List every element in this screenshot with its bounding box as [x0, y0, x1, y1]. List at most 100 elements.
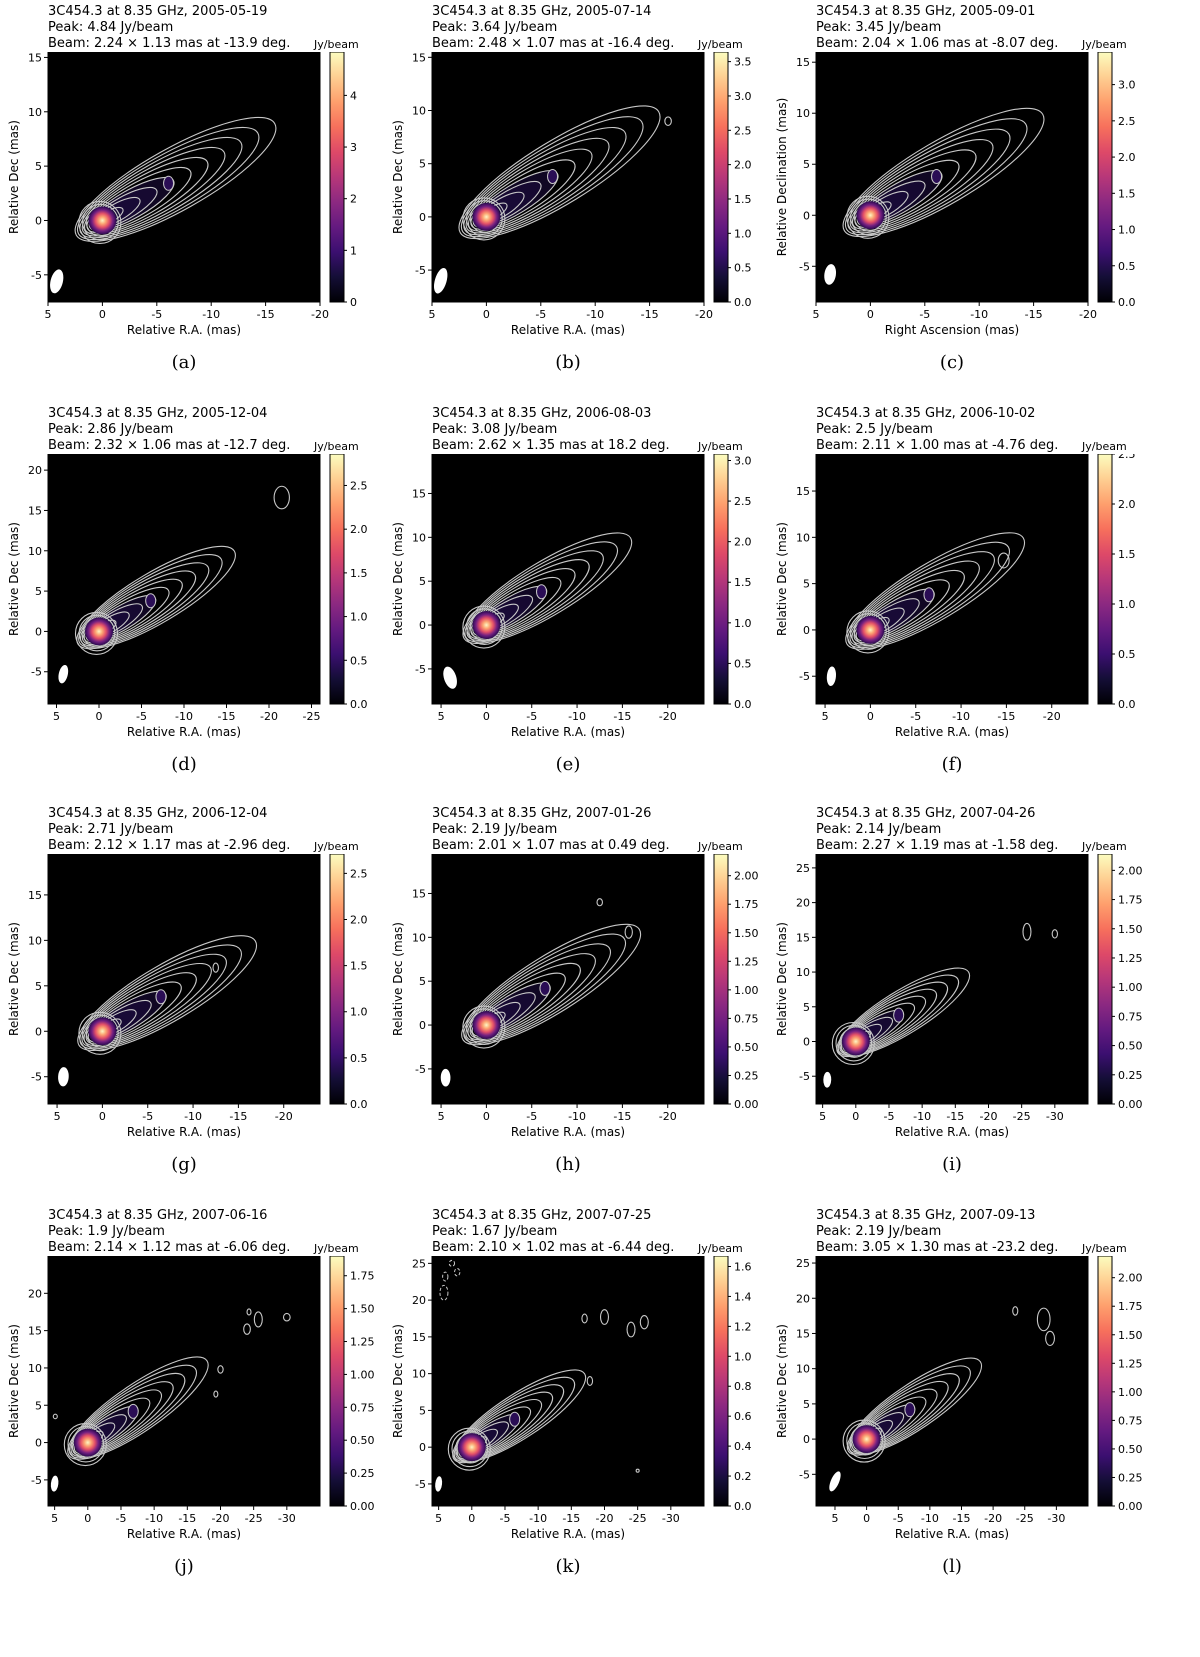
core-contour [462, 1005, 506, 1049]
panel-beam: Beam: 3.05 × 1.30 mas at -23.2 deg. [816, 1240, 1059, 1255]
x-tick-label: -20 [984, 1512, 1002, 1525]
x-tick-label: 0 [863, 1512, 870, 1525]
colorbar-tick-label: 1.50 [1118, 923, 1143, 936]
colorbar-tick-label: 0.25 [350, 1467, 375, 1480]
x-axis-label: Relative R.A. (mas) [895, 1527, 1009, 1541]
jet-contour [455, 1384, 565, 1461]
colorbar-tick-label: 0.0 [734, 296, 752, 309]
colorbar-tick-label: 1.5 [1118, 548, 1136, 561]
colorbar [713, 1256, 729, 1507]
colorbar-unit-label: Jy/beam [698, 1242, 743, 1255]
x-tick-label: -5 [526, 710, 537, 723]
panel-caption: (e) [555, 754, 581, 775]
x-tick-label: -15 [257, 308, 275, 321]
jet-contour [471, 972, 566, 1037]
core-contour [78, 1011, 122, 1055]
colorbar-tick-label: 0.5 [350, 654, 368, 667]
x-tick-label: -10 [145, 1512, 163, 1525]
jet-contour [855, 579, 950, 642]
jet-contour [849, 1373, 960, 1454]
colorbar-tick-label: 0.0 [734, 698, 752, 711]
map-background [432, 854, 704, 1104]
panel-peak: Peak: 2.5 Jy/beam [816, 422, 933, 437]
core-contour [462, 197, 506, 241]
colorbar-tick-label: 1.5 [350, 960, 368, 973]
colorbar-tick-label: 1.4 [734, 1290, 752, 1303]
map-background [48, 854, 320, 1104]
core-contour [835, 1024, 873, 1062]
x-tick-label: -30 [278, 1512, 296, 1525]
core-peak [472, 611, 501, 640]
jet-contour [847, 541, 1011, 649]
radio-map-panel: 5 0 -5 -10 -15 -20 -25 -30 -5 0 5 10 15 20 25 Relative … [775, 854, 1143, 1139]
map-background [816, 52, 1088, 302]
jet-contour [452, 1369, 587, 1464]
colorbar-tick-label: 2.0 [734, 536, 752, 549]
contour-island [1022, 922, 1032, 941]
map-background [816, 854, 1088, 1104]
x-tick-label: -20 [659, 1110, 677, 1123]
x-tick-label: -5 [142, 1110, 153, 1123]
jet-knot [539, 980, 551, 996]
radio-map-panel: 5 0 -5 -10 -15 -20 -5 0 5 10 15 Relative R.A. (mas)… [7, 854, 368, 1139]
jet-knot [923, 587, 935, 603]
colorbar-tick-label: 0.25 [734, 1069, 759, 1082]
jet-contour [67, 1356, 209, 1460]
jet-contour [84, 156, 209, 235]
panel-beam: Beam: 2.01 × 1.07 mas at 0.49 deg. [432, 838, 670, 853]
panel-title-block: 3C454.3 at 8.35 GHz, 2007-01-26 Peak: 2.1… [432, 806, 670, 854]
panel-title: 3C454.3 at 8.35 GHz, 2007-06-16 [48, 1208, 268, 1223]
y-tick-label: 0 [419, 1019, 426, 1032]
y-tick-label: 10 [796, 1363, 810, 1376]
colorbar-tick-label: 1 [350, 244, 357, 257]
panel-caption: (a) [171, 352, 197, 373]
jet-contour [74, 116, 277, 242]
x-axis-label: Relative R.A. (mas) [511, 1527, 625, 1541]
panel-caption: (h) [555, 1154, 581, 1175]
y-tick-label: 5 [803, 578, 810, 591]
x-tick-label: 0 [99, 1110, 106, 1123]
x-tick-label: 0 [483, 1110, 490, 1123]
jet-contour [77, 935, 258, 1052]
colorbar-unit-label: Jy/beam [698, 38, 743, 51]
radio-map-panel: 5 0 -5 -10 -15 -20 -25 -5 0 5 10 15 20 Relative R.A. … [7, 454, 368, 739]
y-tick-label: 5 [35, 980, 42, 993]
jet-knot [536, 584, 548, 600]
colorbar-tick-label: 2.0 [350, 913, 368, 926]
panel-title-block: 3C454.3 at 8.35 GHz, 2007-04-26 Peak: 2.1… [816, 806, 1058, 854]
panel-caption: (k) [555, 1556, 581, 1577]
colorbar-tick-label: 0.75 [350, 1401, 375, 1414]
colorbar [1097, 1256, 1113, 1507]
x-tick-label: -15 [946, 1110, 964, 1123]
panel-peak: Peak: 2.19 Jy/beam [432, 822, 558, 837]
core-peak [472, 202, 501, 231]
colorbar-tick-label: 2.5 [350, 479, 368, 492]
x-tick-label: -30 [662, 1512, 680, 1525]
panel-caption: (g) [171, 1154, 197, 1175]
colorbar-tick-label: 2.00 [734, 870, 759, 883]
colorbar-tick-label: 1.50 [350, 1303, 375, 1316]
contour-island [243, 1323, 251, 1335]
contour-island [635, 1468, 640, 1473]
colorbar-tick-label: 1.0 [734, 227, 752, 240]
y-tick-label: 0 [35, 214, 42, 227]
contour-island [1036, 1307, 1051, 1332]
colorbar-tick-label: 0.00 [1118, 1500, 1143, 1513]
panel-caption: (b) [555, 352, 581, 373]
radio-map-panel: 5 0 -5 -10 -15 -20 -5 0 5 10 15 Right Ascension (ma… [775, 52, 1136, 337]
colorbar [329, 1256, 345, 1507]
colorbar-tick-label: 1.5 [350, 567, 368, 580]
jet-contour [81, 570, 197, 645]
x-tick-label: -20 [275, 1110, 293, 1123]
panel-title-block: 3C454.3 at 8.35 GHz, 2007-06-16 Peak: 1.9… [48, 1208, 290, 1256]
x-tick-label: 5 [822, 710, 829, 723]
colorbar-tick-label: 0.5 [734, 657, 752, 670]
x-tick-label: -20 [980, 1110, 998, 1123]
beam-ellipse [50, 269, 64, 294]
panel-peak: Peak: 1.9 Jy/beam [48, 1224, 165, 1239]
plot-frame [815, 854, 1089, 1105]
y-tick-label: 20 [28, 1287, 42, 1300]
x-tick-label: -15 [613, 1110, 631, 1123]
core-peak [472, 1011, 501, 1040]
